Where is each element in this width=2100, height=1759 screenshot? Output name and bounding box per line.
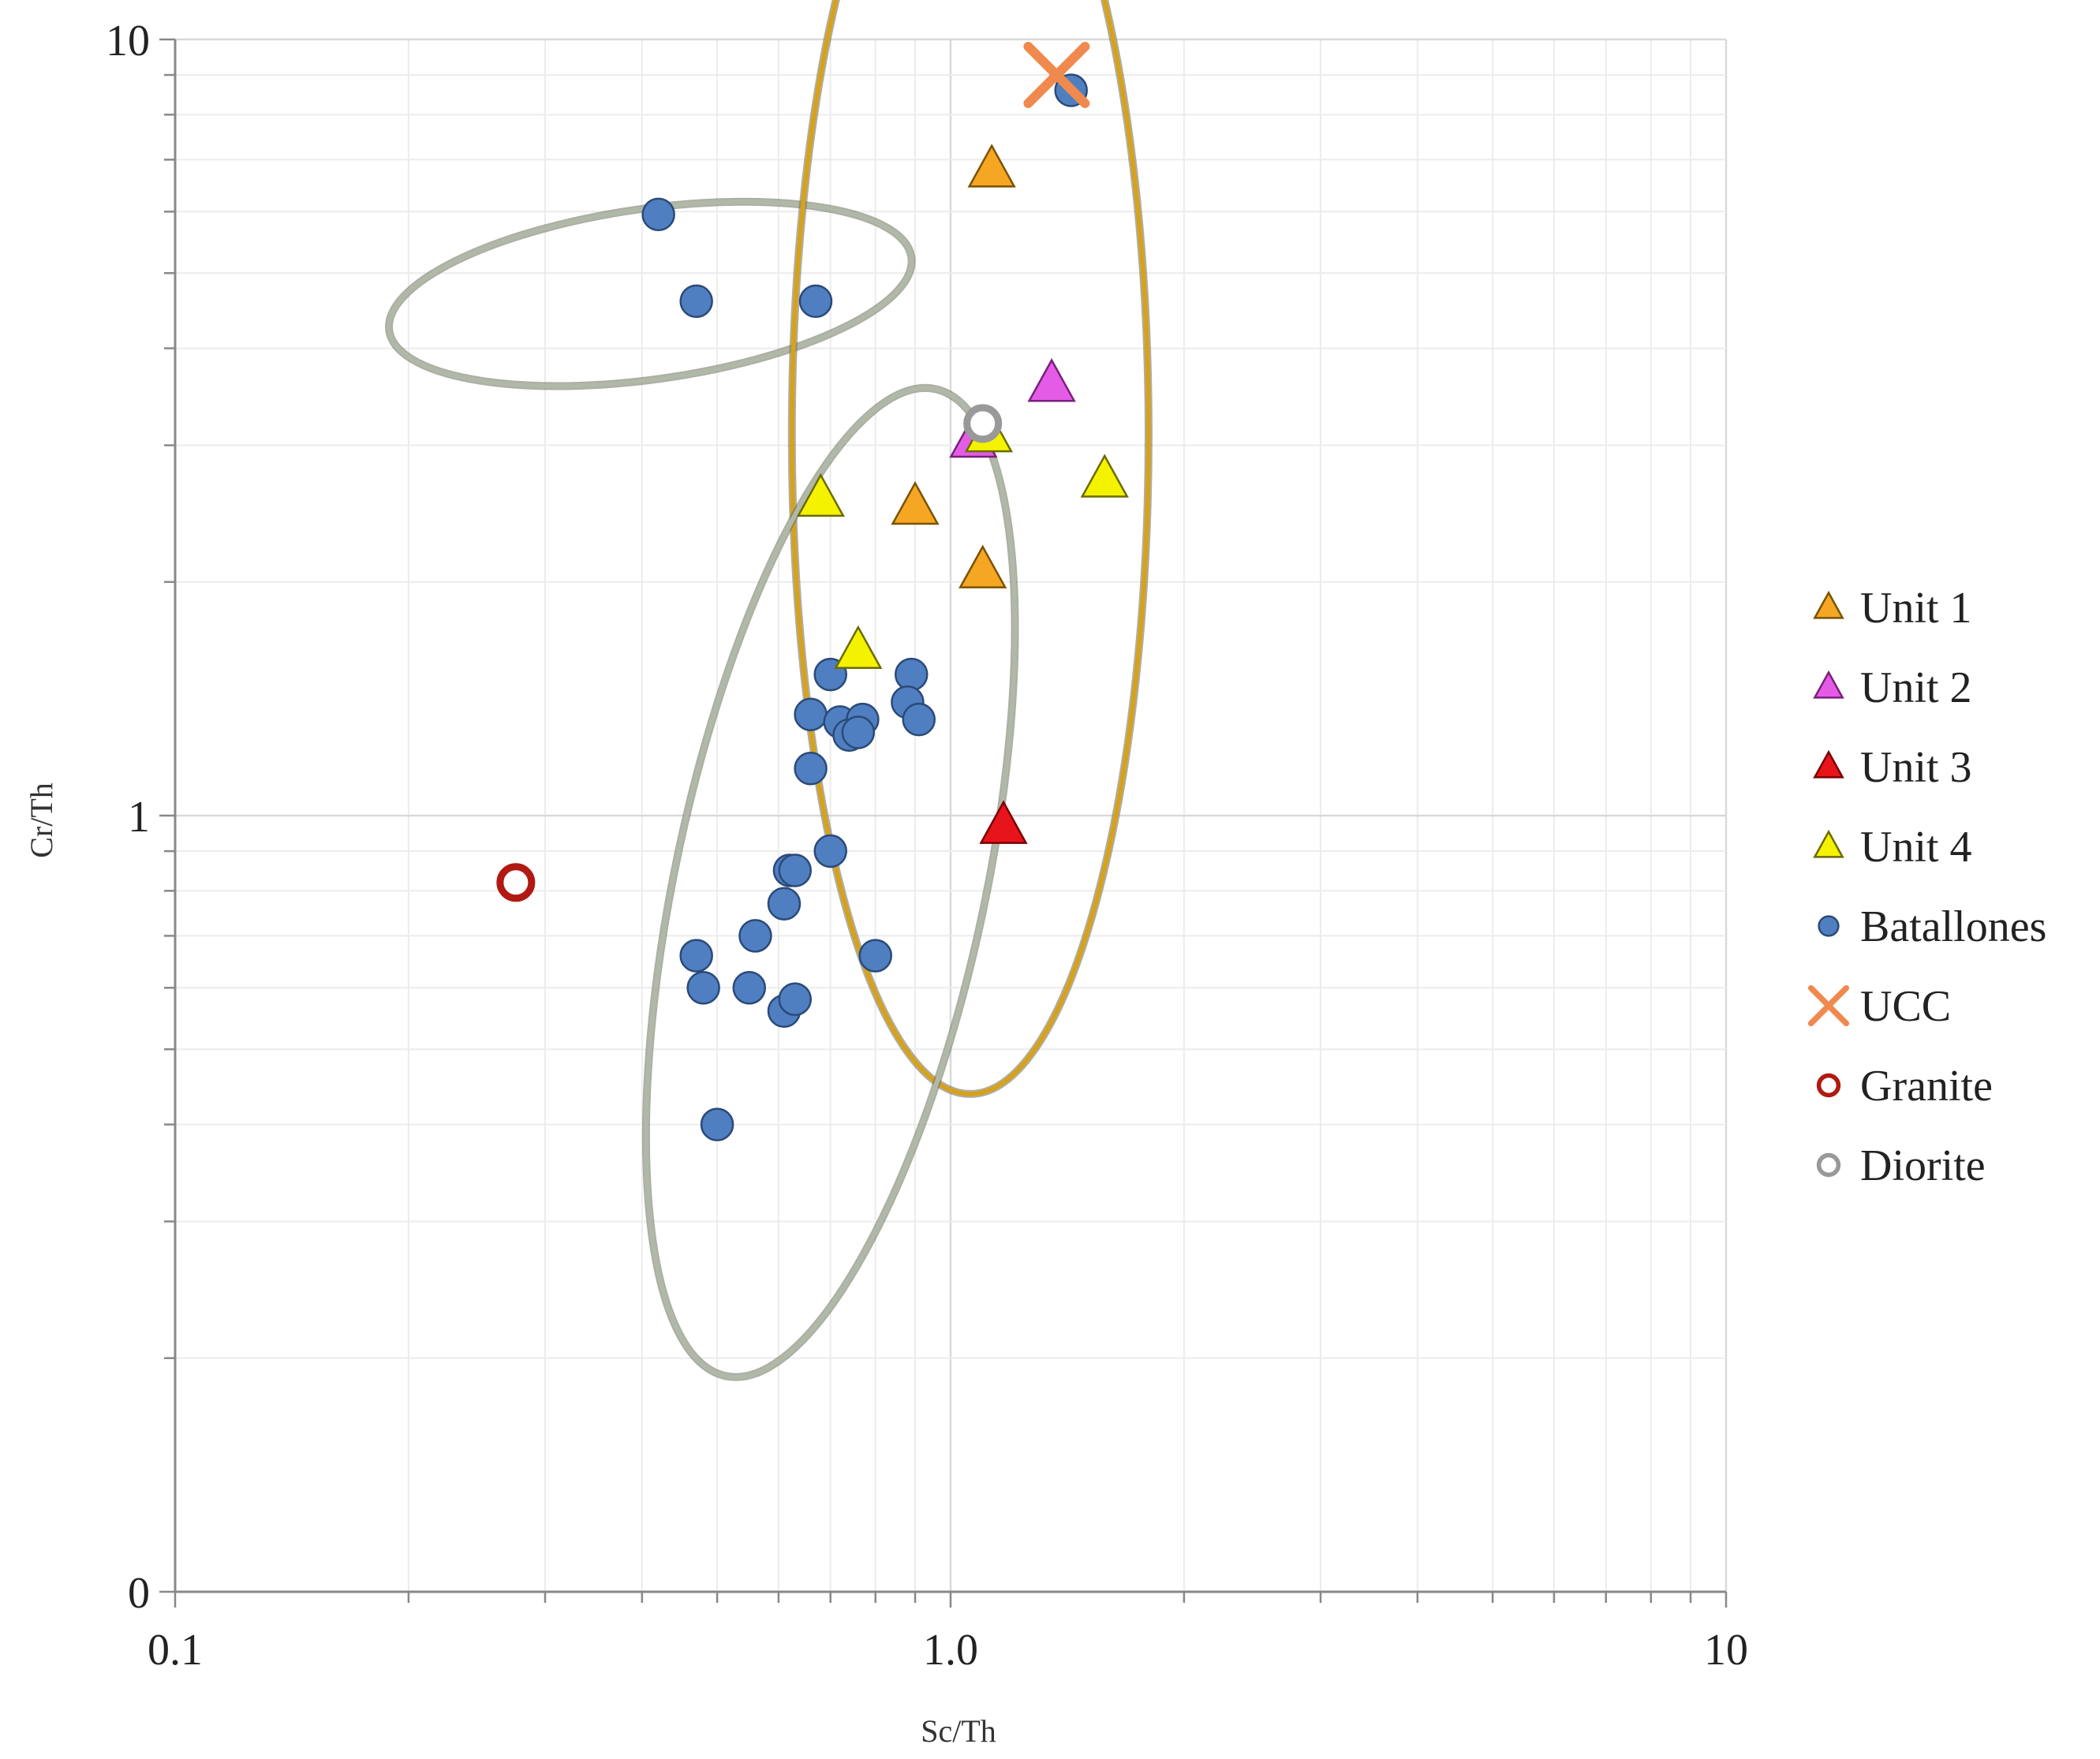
y-axis-title: Cr/Th (24, 782, 59, 858)
legend-label-unit-3: Unit 3 (1860, 743, 1972, 792)
point-unit-4 (834, 625, 883, 670)
y-tick-label: 0 (128, 1569, 150, 1618)
ellipses (385, 0, 1153, 1381)
ellipse-field (789, 0, 1151, 1096)
point-ucc (1023, 42, 1090, 109)
x-tick-label: 1.0 (923, 1626, 978, 1675)
point-batallones (679, 939, 713, 973)
point-batallones (858, 939, 892, 973)
point-unit-1 (958, 544, 1007, 588)
point-unit-2 (1027, 358, 1076, 402)
point-batallones (700, 1107, 734, 1141)
point-batallones (841, 715, 876, 749)
point-batallones (798, 284, 833, 319)
point-granite (496, 863, 536, 902)
y-tick-label: 1 (128, 793, 150, 842)
point-batallones (686, 971, 720, 1005)
point-unit-1 (891, 480, 940, 525)
point-batallones (895, 657, 929, 692)
legend-marker-ucc (1807, 984, 1850, 1027)
legend-label-unit-4: Unit 4 (1860, 823, 1972, 872)
x-axis-title: Sc/Th (921, 1713, 996, 1749)
point-batallones (679, 284, 713, 319)
legend-marker-unit-1 (1813, 590, 1844, 619)
ellipse-field (643, 385, 1018, 1380)
point-unit-4 (796, 472, 845, 517)
legend-marker-unit-2 (1813, 670, 1844, 699)
y-tick-label: 10 (106, 17, 150, 65)
legend: Unit 1 Unit 2 Unit 3 Unit 4 Batallones UCC Gra… (1807, 584, 2046, 1190)
legend-marker-unit-3 (1813, 749, 1844, 779)
legend-marker-granite (1816, 1073, 1841, 1098)
legend-marker-unit-4 (1813, 829, 1844, 858)
point-batallones (794, 697, 828, 732)
x-tick-label: 0.1 (148, 1626, 203, 1675)
point-batallones (902, 702, 936, 737)
legend-label-unit-2: Unit 2 (1860, 663, 1972, 712)
x-tick-label: 10 (1704, 1626, 1748, 1675)
point-diorite (963, 404, 1003, 443)
point-batallones (813, 834, 847, 868)
point-unit-1 (967, 144, 1016, 188)
legend-label-diorite: Diorite (1860, 1141, 1986, 1190)
data-points (496, 42, 1129, 1141)
legend-marker-batallones (1818, 915, 1840, 937)
legend-label-unit-1: Unit 1 (1860, 584, 1972, 633)
grid (174, 38, 1728, 1593)
legend-marker-diorite (1816, 1152, 1841, 1178)
legend-label-ucc: UCC (1860, 982, 1951, 1031)
point-batallones (794, 752, 828, 786)
legend-label-granite: Granite (1860, 1062, 1993, 1111)
point-unit-4 (1080, 454, 1129, 498)
point-batallones (778, 853, 813, 887)
point-batallones (738, 919, 772, 953)
point-batallones (641, 197, 675, 232)
point-unit-3 (979, 800, 1028, 844)
ellipse-field (387, 199, 914, 389)
legend-label-batallones: Batallones (1860, 902, 2046, 951)
point-batallones (778, 982, 813, 1017)
point-batallones (767, 887, 802, 921)
point-batallones (732, 971, 767, 1005)
ticks: 0.1 1.0 10 0 1 10 (106, 17, 1748, 1675)
